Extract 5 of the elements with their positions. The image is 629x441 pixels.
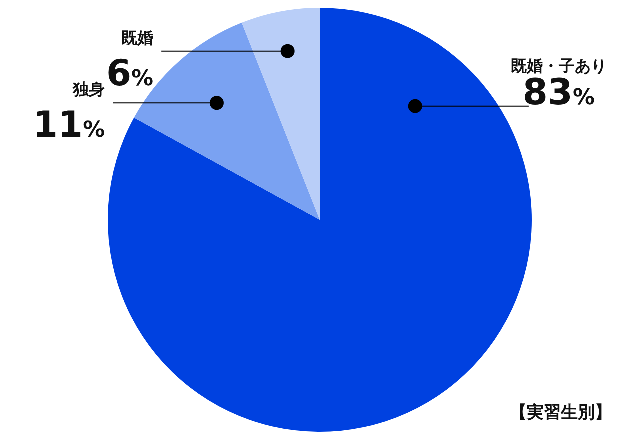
text: 【実習生別】 — [510, 403, 612, 423]
data-label: 6% — [106, 53, 154, 94]
slice-label: 既婚 — [122, 28, 154, 48]
slice-label: 独身 — [72, 80, 106, 100]
data-label: 11% — [32, 105, 106, 146]
